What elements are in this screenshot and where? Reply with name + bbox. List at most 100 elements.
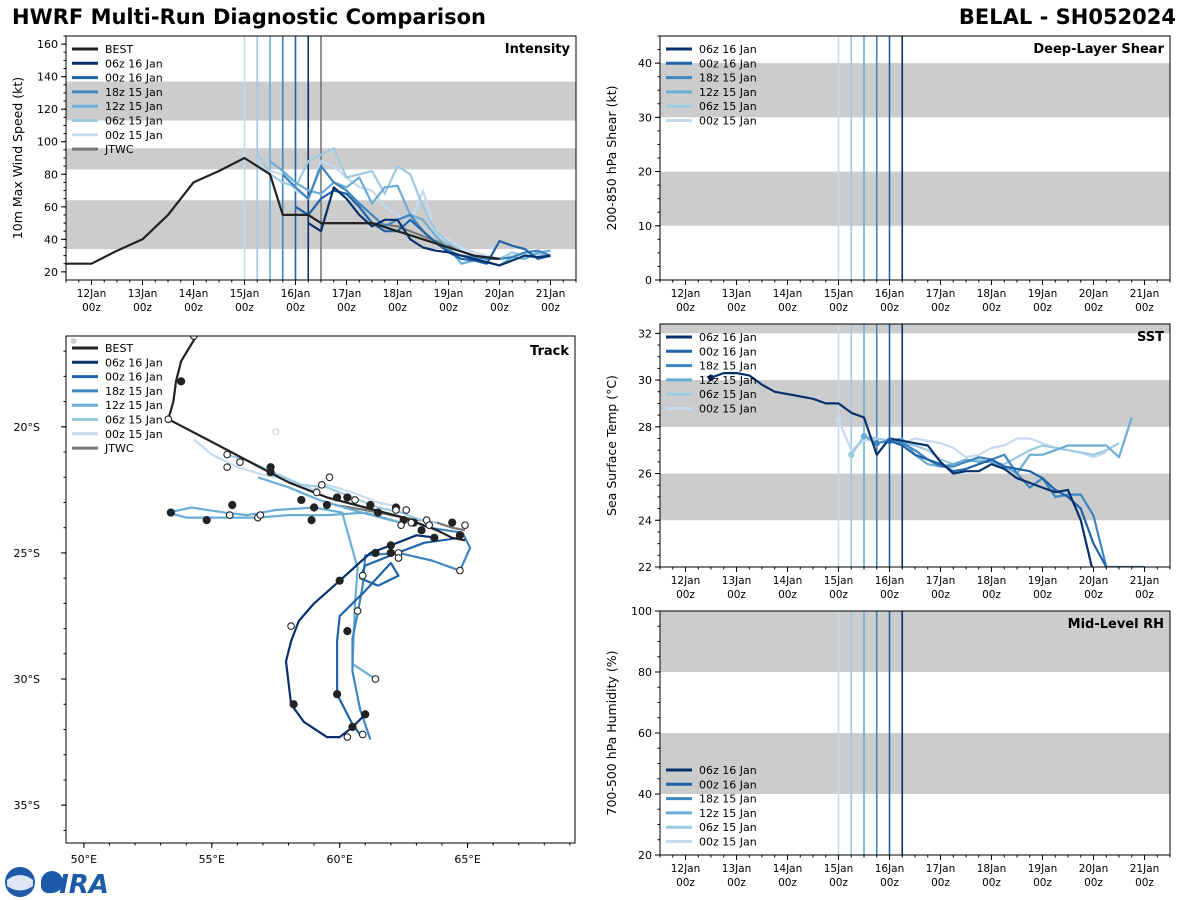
track-marker-hollow [312, 488, 321, 497]
intensity-init-lines [243, 36, 322, 280]
sst-band [660, 380, 1170, 427]
track-line-00z-16-jan [336, 536, 461, 736]
x-tick-label-hour: 00z [880, 302, 899, 314]
track-marker-hollow [164, 415, 173, 424]
y-tick-label: 80 [638, 666, 652, 679]
sst-band [660, 324, 1170, 334]
x-tick-label: 17Jan [926, 863, 956, 875]
x-tick-label-hour: 00z [778, 877, 797, 889]
y-tick-label: 20 [44, 266, 58, 279]
storm-id: BELAL - SH052024 [958, 5, 1176, 29]
y-tick-label: 80 [44, 168, 58, 181]
x-tick-label-hour: 00z [727, 302, 746, 314]
legend-label: 12z 15 Jan [699, 374, 757, 387]
track-marker-filled [371, 548, 380, 558]
sst-init-lines [837, 324, 904, 567]
track-marker-filled [266, 463, 275, 472]
legend-label: 18z 15 Jan [105, 385, 163, 398]
x-tick-label: 18Jan [977, 288, 1007, 300]
series-line-18z-15-jan [876, 439, 1145, 567]
x-tick-label-hour: 00z [235, 302, 254, 314]
x-tick-label: 20Jan [485, 288, 515, 300]
x-tick-label: 12Jan [671, 575, 701, 587]
series-line-06z-16-jan [307, 186, 551, 267]
x-tick-label: 21Jan [1130, 863, 1160, 875]
x-tick-label-hour: 00z [829, 302, 848, 314]
track-marker-filled [366, 500, 375, 510]
shear-band [660, 63, 1170, 118]
x-tick-label: 20Jan [1079, 575, 1109, 587]
y-tick-label: 100 [631, 605, 652, 618]
legend-label: 00z 16 Jan [699, 57, 757, 70]
lat-tick-label: 20°S [14, 421, 40, 434]
shear-panel: 0 10 20 30 40 12Jan 00z 13Jan 00z 14Jan 00z 15Jan 00… [604, 35, 1171, 314]
shear-bands [660, 63, 1170, 226]
legend-label: 00z 15 Jan [105, 428, 163, 441]
track-marker-filled [307, 516, 316, 525]
x-tick-label-hour: 00z [133, 302, 152, 314]
x-tick-label-hour: 00z [778, 302, 797, 314]
intensity-title: Intensity [505, 42, 571, 57]
sst-panel: 22 24 26 28 30 32 12Jan 00z 13Jan 00z 14Jan 00z 15Ja… [604, 323, 1171, 601]
x-tick-label: 19Jan [1028, 575, 1058, 587]
init-marker-00z-16-jan [886, 437, 893, 445]
rh-title: Mid-Level RH [1068, 617, 1164, 632]
legend-label: 12z 15 Jan [699, 86, 757, 99]
legend-label: 00z 15 Jan [699, 403, 757, 416]
track-marker-hollow [358, 571, 367, 580]
track-marker-hollow [397, 521, 405, 530]
x-tick-label-hour: 00z [1033, 302, 1052, 314]
y-tick-label: 40 [44, 233, 58, 246]
track-marker-filled [430, 533, 439, 542]
legend-label: 06z 16 Jan [105, 356, 163, 369]
track-marker-filled [322, 500, 331, 510]
shear-title: Deep-Layer Shear [1033, 42, 1164, 57]
x-tick-label-hour: 00z [982, 589, 1001, 601]
track-line-06z-16-jan [284, 534, 438, 739]
legend-label: 18z 15 Jan [699, 72, 757, 85]
legend-label: BEST [105, 342, 133, 355]
track-marker-hollow [353, 607, 362, 615]
track-marker-filled [297, 495, 306, 505]
x-tick-label: 16Jan [281, 288, 311, 300]
x-tick-label-hour: 00z [1033, 589, 1052, 601]
x-tick-label-hour: 00z [676, 302, 695, 314]
track-marker-filled [386, 548, 395, 558]
x-tick-label: 12Jan [77, 288, 107, 300]
legend-label: 18z 15 Jan [105, 86, 163, 99]
track-marker-filled [343, 493, 352, 502]
x-tick-label: 12Jan [671, 288, 701, 300]
y-tick-label: 40 [638, 57, 652, 70]
track-marker-filled [348, 722, 357, 732]
globe-icon [41, 871, 63, 893]
legend-label: 00z 16 Jan [105, 371, 163, 384]
legend-label: 06z 16 Jan [699, 764, 757, 777]
rh-bands [660, 611, 1170, 794]
legend-label: 18z 15 Jan [699, 360, 757, 373]
shear-band [660, 171, 1170, 226]
sst-y-axis-label: Sea Surface Temp (°C) [604, 375, 619, 516]
x-tick-label-hour: 00z [829, 877, 848, 889]
x-tick-label-hour: 00z [439, 302, 458, 314]
x-tick-label: 20Jan [1079, 288, 1109, 300]
legend-label: 12z 15 Jan [699, 807, 757, 820]
x-tick-label: 17Jan [926, 288, 956, 300]
track-marker-filled [310, 503, 319, 512]
page-title: HWRF Multi-Run Diagnostic Comparison [12, 5, 487, 29]
x-tick-label-hour: 00z [1033, 877, 1052, 889]
track-line-12z-15-jan [167, 476, 403, 680]
sst-band [660, 473, 1170, 521]
track-marker-hollow [456, 566, 464, 575]
x-tick-label-hour: 00z [184, 302, 203, 314]
legend-label: 00z 15 Jan [105, 129, 163, 142]
x-tick-label-hour: 00z [541, 302, 560, 314]
lat-tick-label: 25°S [14, 547, 40, 560]
track-marker-filled [361, 710, 370, 719]
track-panel: 50°E 55°E 60°E 65°E 20°S 25°S 30°S 35°S Track BES… [14, 335, 576, 866]
noaa-wave-icon [7, 875, 33, 891]
x-tick-label: 18Jan [383, 288, 413, 300]
x-tick-label-hour: 00z [880, 589, 899, 601]
x-tick-label: 18Jan [977, 863, 1007, 875]
sst-bands [660, 324, 1170, 521]
